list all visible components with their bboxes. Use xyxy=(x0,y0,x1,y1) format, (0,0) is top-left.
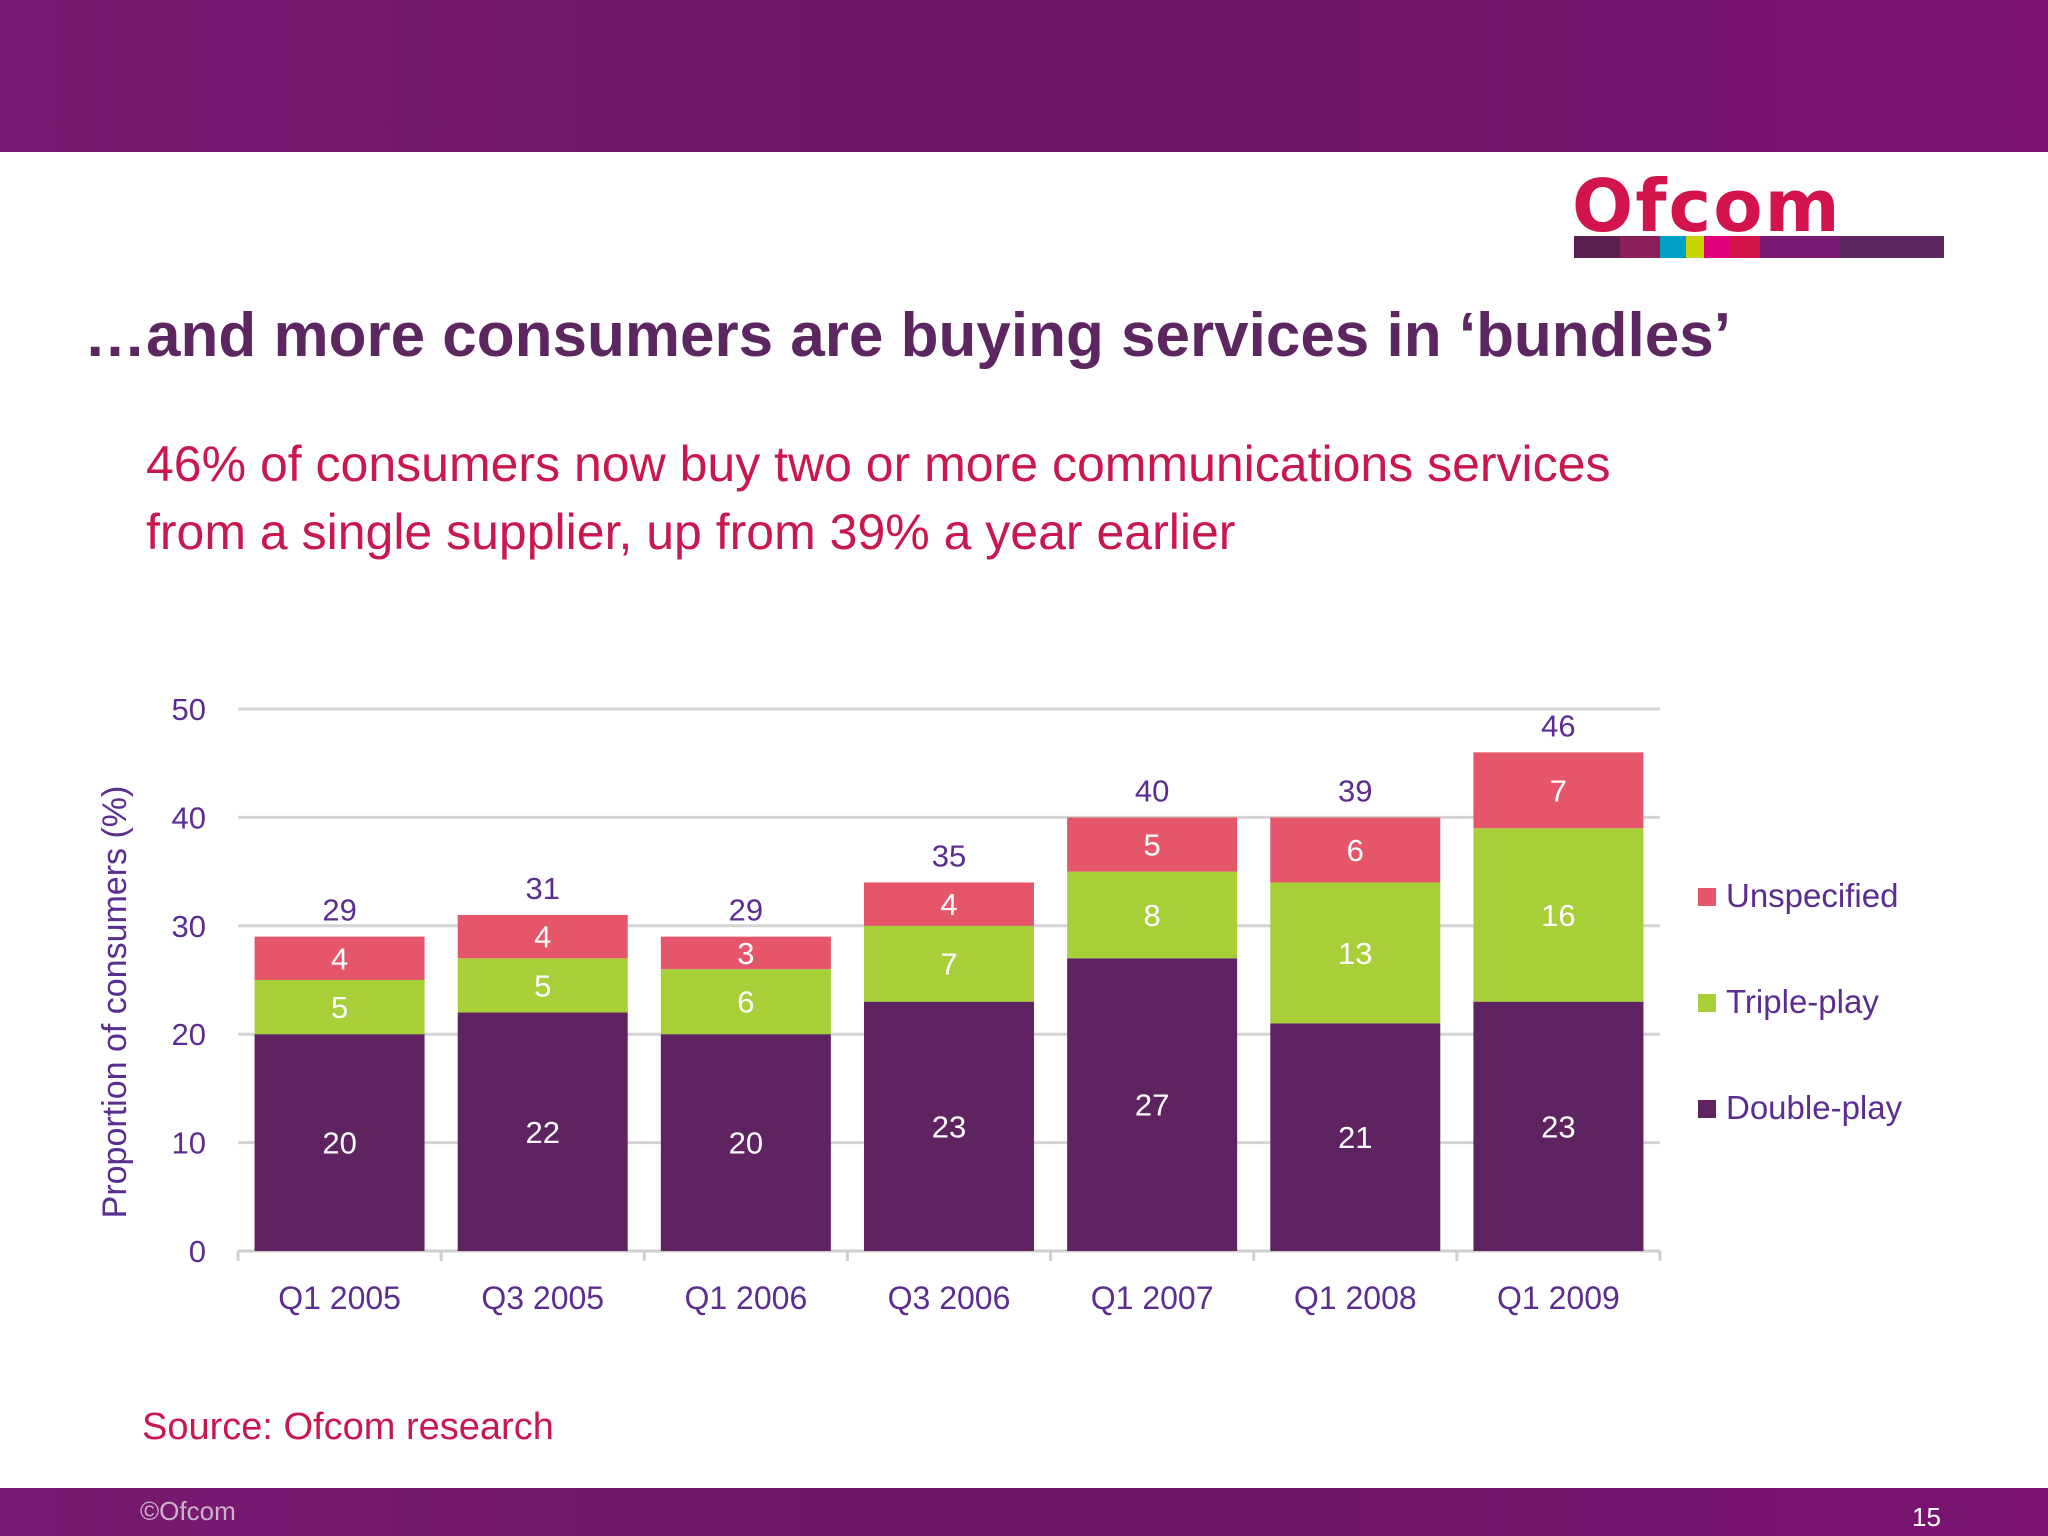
data-label: 23 xyxy=(932,1109,966,1144)
bar-segment xyxy=(254,980,425,1035)
logo-stripe-segment xyxy=(1660,236,1686,258)
legend-label: Triple-play xyxy=(1726,983,1879,1020)
logo-stripe-segment xyxy=(1686,236,1704,258)
y-axis-title: Proportion of consumers (%) xyxy=(96,786,134,1219)
x-tick-label: Q3 2006 xyxy=(888,1280,1011,1316)
total-label: 39 xyxy=(1338,773,1372,808)
y-tick-label: 50 xyxy=(172,692,206,727)
logo-stripe-segment xyxy=(1620,236,1660,258)
total-label: 40 xyxy=(1135,773,1169,808)
total-label: 31 xyxy=(525,871,559,906)
x-tick-label: Q1 2007 xyxy=(1091,1280,1214,1316)
data-label: 5 xyxy=(331,990,348,1025)
bar-segment xyxy=(254,936,425,980)
logo-stripe-segment xyxy=(1730,236,1760,258)
bar-segment xyxy=(1473,752,1644,829)
copyright: ©Ofcom xyxy=(140,1496,236,1526)
x-tick-label: Q1 2005 xyxy=(278,1280,401,1316)
bar-segment xyxy=(660,1034,831,1251)
logo-color-stripe xyxy=(1574,236,1944,258)
bar-segment xyxy=(1067,817,1238,872)
x-tick-label: Q3 2005 xyxy=(481,1280,604,1316)
bar-segment xyxy=(457,958,628,1013)
data-label: 23 xyxy=(1541,1109,1575,1144)
data-label: 3 xyxy=(737,936,754,971)
legend-label: Unspecified xyxy=(1726,877,1898,914)
data-label: 21 xyxy=(1338,1120,1372,1155)
logo-stripe-segment xyxy=(1760,236,1840,258)
total-label: 46 xyxy=(1541,708,1575,743)
bar-segment xyxy=(1270,882,1441,1024)
data-label: 22 xyxy=(525,1115,559,1150)
x-tick-label: Q1 2006 xyxy=(684,1280,807,1316)
legend-label: Double-play xyxy=(1726,1089,1903,1126)
subtitle-line-1: 46% of consumers now buy two or more com… xyxy=(146,436,1611,492)
page-number: 15 xyxy=(1912,1502,1941,1532)
bar-segment xyxy=(1270,1023,1441,1251)
data-label: 8 xyxy=(1144,898,1161,933)
logo-stripe-segment xyxy=(1574,236,1620,258)
y-tick-label: 20 xyxy=(172,1017,206,1052)
data-label: 20 xyxy=(729,1126,763,1161)
bar-segment xyxy=(457,1012,628,1251)
footer-bar xyxy=(0,1488,2048,1536)
total-label: 35 xyxy=(932,838,966,873)
y-tick-label: 40 xyxy=(172,800,206,835)
bar-segment xyxy=(864,882,1034,926)
bar-segment xyxy=(1473,828,1644,1002)
bar-segment xyxy=(1067,958,1238,1251)
data-label: 6 xyxy=(1347,833,1364,868)
y-tick-label: 30 xyxy=(172,909,206,944)
stacked-bar-chart: 0 10 20 30 40 50 Proportion of consumers (%) 20… xyxy=(96,692,1903,1316)
bar-segment xyxy=(1270,817,1441,883)
data-label: 16 xyxy=(1541,898,1575,933)
x-tick-label: Q1 2008 xyxy=(1294,1280,1417,1316)
data-label: 5 xyxy=(1144,828,1161,863)
logo-text: Ofcom xyxy=(1572,164,1842,248)
data-label: 27 xyxy=(1135,1088,1169,1123)
bar-segment xyxy=(660,969,831,1035)
slide-subtitle: 46% of consumers now buy two or more com… xyxy=(146,430,1946,566)
y-tick-label: 0 xyxy=(189,1234,206,1269)
data-label: 4 xyxy=(534,920,551,955)
bar-segment xyxy=(457,914,628,959)
data-label: 6 xyxy=(737,985,754,1020)
bar-segment xyxy=(1473,1001,1644,1251)
total-label: 29 xyxy=(322,893,356,928)
source-note: Source: Ofcom research xyxy=(142,1406,554,1448)
data-label: 7 xyxy=(940,947,957,982)
bar-segment xyxy=(254,1034,425,1251)
slide-title: …and more consumers are buying services … xyxy=(84,301,1731,370)
subtitle-line-2: from a single supplier, up from 39% a ye… xyxy=(146,504,1236,560)
bar-segment xyxy=(864,925,1034,1002)
logo-stripe-segment xyxy=(1704,236,1730,258)
bar-segment xyxy=(660,936,831,970)
x-tick-label: Q1 2009 xyxy=(1497,1280,1620,1316)
ofcom-logo: Ofcom xyxy=(1572,170,1948,260)
total-label: 29 xyxy=(729,893,763,928)
data-label: 4 xyxy=(940,887,957,922)
legend-swatch xyxy=(1698,1100,1716,1118)
logo-stripe-segment xyxy=(1840,236,1944,258)
header-bar xyxy=(0,0,2048,152)
data-label: 4 xyxy=(331,941,348,976)
legend-swatch xyxy=(1698,994,1716,1012)
legend-swatch xyxy=(1698,888,1716,906)
bar-segment xyxy=(1067,871,1238,959)
data-label: 20 xyxy=(322,1126,356,1161)
bar-segment xyxy=(864,1001,1034,1251)
data-label: 5 xyxy=(534,968,551,1003)
y-tick-label: 10 xyxy=(172,1126,206,1161)
data-label: 7 xyxy=(1550,773,1567,808)
data-label: 13 xyxy=(1338,936,1372,971)
